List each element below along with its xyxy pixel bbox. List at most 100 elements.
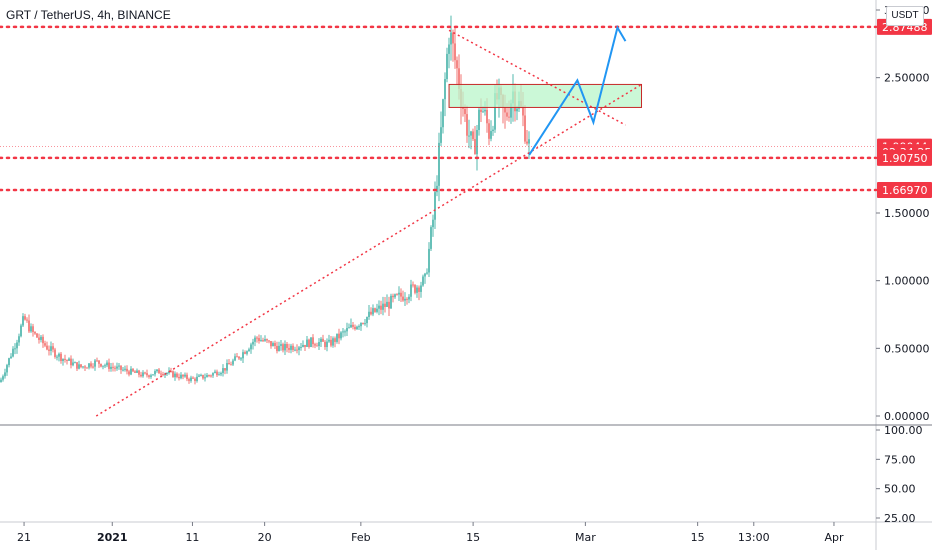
candle-body bbox=[186, 374, 188, 380]
candle-body bbox=[218, 374, 220, 376]
candle-body bbox=[68, 358, 70, 361]
candle-body bbox=[222, 368, 224, 373]
candle-body bbox=[40, 336, 42, 340]
candle-body bbox=[100, 363, 102, 367]
candle-body bbox=[206, 375, 208, 378]
candle-body bbox=[214, 371, 216, 374]
candle-body bbox=[160, 373, 162, 375]
candle-body bbox=[6, 365, 8, 373]
unit-label[interactable]: USDT bbox=[886, 6, 924, 26]
candle-body bbox=[50, 346, 52, 351]
candle-body bbox=[508, 116, 510, 118]
candle-body bbox=[110, 366, 112, 369]
candle-body bbox=[300, 346, 302, 348]
candle-body bbox=[506, 112, 508, 117]
candle-body bbox=[250, 344, 252, 350]
candle-body bbox=[94, 360, 96, 367]
resistance-zone bbox=[448, 83, 643, 108]
candle-body bbox=[358, 326, 360, 328]
candle-body bbox=[20, 325, 22, 337]
time-axis[interactable]: 21 2021 11 20 Feb 15 Mar 15 13:00 Apr bbox=[17, 522, 844, 544]
candle-body bbox=[386, 301, 388, 307]
candle-body bbox=[26, 319, 28, 321]
candle-body bbox=[134, 371, 136, 373]
candle-body bbox=[510, 103, 512, 118]
candle-body bbox=[126, 368, 128, 372]
candle-body bbox=[84, 366, 86, 368]
candle-body bbox=[142, 372, 144, 377]
candle-body bbox=[172, 371, 174, 378]
candle-body bbox=[456, 60, 458, 69]
candle-body bbox=[288, 348, 290, 350]
candle-body bbox=[374, 308, 376, 312]
time-tick-label: 15 bbox=[466, 531, 480, 544]
time-tick-label: 2021 bbox=[97, 531, 128, 544]
candle-body bbox=[18, 336, 20, 343]
candle-body bbox=[362, 322, 364, 324]
candle-body bbox=[38, 337, 40, 340]
candle-body bbox=[352, 324, 354, 327]
candle-body bbox=[264, 339, 266, 341]
candle-body bbox=[156, 369, 158, 372]
candle-body bbox=[158, 369, 160, 374]
candle-body bbox=[472, 131, 474, 140]
candle-body bbox=[306, 339, 308, 347]
price-axis[interactable]: 3.000002.500001.500001.000000.500000.000… bbox=[876, 4, 930, 423]
candle-body bbox=[314, 344, 316, 346]
candle-body bbox=[86, 367, 88, 369]
candle-body bbox=[226, 363, 228, 371]
candle-body bbox=[228, 363, 230, 365]
candle-body bbox=[402, 296, 404, 301]
candle-body bbox=[392, 295, 394, 298]
candle-body bbox=[70, 358, 72, 366]
candle-body bbox=[180, 374, 182, 379]
symbol-title[interactable]: GRT / TetherUS, 4h, BINANCE bbox=[6, 8, 171, 22]
candle-body bbox=[0, 379, 2, 383]
candle-body bbox=[252, 341, 254, 345]
candle-body bbox=[128, 371, 130, 375]
price-tick-label: 1.50000 bbox=[884, 207, 930, 220]
candle-body bbox=[210, 375, 212, 377]
candle-body bbox=[454, 43, 456, 61]
candle-body bbox=[394, 294, 396, 298]
candle-body bbox=[450, 32, 452, 45]
candle-body bbox=[14, 348, 16, 350]
candle-body bbox=[452, 32, 454, 44]
candle-body bbox=[202, 374, 204, 379]
candle-body bbox=[234, 356, 236, 361]
candle-body bbox=[406, 298, 408, 300]
trendline bbox=[95, 83, 642, 417]
candle-body bbox=[204, 377, 206, 379]
candle-body bbox=[148, 375, 150, 377]
candle-body bbox=[138, 370, 140, 375]
time-tick-label: 21 bbox=[17, 531, 31, 544]
candle-body bbox=[198, 375, 200, 377]
candle-body bbox=[62, 358, 64, 361]
candle-body bbox=[372, 308, 374, 315]
candle-body bbox=[340, 332, 342, 339]
candle-body bbox=[356, 326, 358, 330]
candle-body bbox=[418, 287, 420, 292]
candle-body bbox=[330, 339, 332, 346]
candle-body bbox=[208, 375, 210, 377]
candle-body bbox=[114, 367, 116, 369]
candle-body bbox=[316, 345, 318, 347]
candle-body bbox=[382, 303, 384, 310]
candle-body bbox=[474, 139, 476, 155]
badge-text: 1.66970 bbox=[882, 184, 928, 197]
candle-body bbox=[12, 348, 14, 357]
trendline bbox=[448, 29, 626, 126]
candle-body bbox=[398, 292, 400, 295]
candle-body bbox=[440, 127, 442, 143]
candle-body bbox=[430, 227, 432, 249]
candle-body bbox=[116, 366, 118, 369]
candle-body bbox=[272, 343, 274, 347]
candle-body bbox=[318, 342, 320, 347]
candle-body bbox=[80, 364, 82, 368]
candle-body bbox=[312, 337, 314, 345]
candle-body bbox=[122, 369, 124, 371]
candle-body bbox=[194, 378, 196, 381]
badge-text: 1.90750 bbox=[882, 152, 928, 165]
candle-body bbox=[162, 373, 164, 376]
